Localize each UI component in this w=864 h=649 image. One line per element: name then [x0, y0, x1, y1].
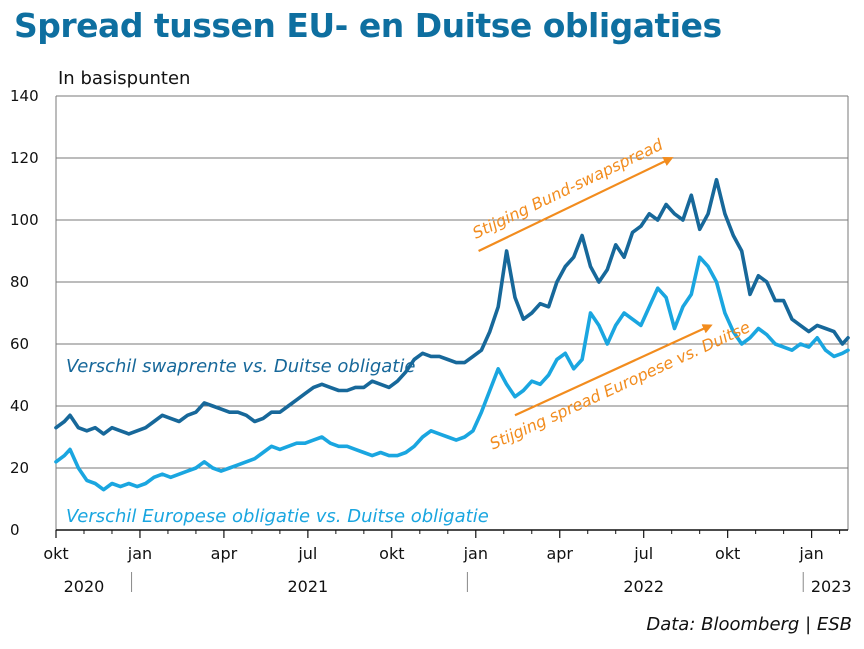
x-tick-label: okt: [379, 544, 404, 563]
series-label-europese-obligatie: Verschil Europese obligatie vs. Duitse o…: [66, 506, 489, 527]
year-label: 2022: [623, 577, 664, 596]
year-label: 2020: [64, 577, 105, 596]
series-group: [54, 177, 850, 492]
series-label-swaprente: Verschil swaprente vs. Duitse obligatie: [66, 356, 415, 377]
annotation-text-bund-swap: Stijging Bund-swapspread: [469, 135, 666, 243]
source-note: Data: Bloomberg | ESB: [646, 614, 852, 635]
y-tick-label: 20: [10, 459, 29, 477]
series-line-europese-obligatie: [54, 255, 850, 492]
x-tick-label: jan: [463, 544, 488, 563]
x-tick-label: okt: [43, 544, 68, 563]
x-tick-label: jul: [297, 544, 317, 563]
y-tick-label: 0: [10, 521, 20, 539]
axes: 0 20 40 60 80 100 120 140 okt jan apr jul okt jan apr j…: [10, 87, 852, 596]
y-axis-unit-label: In basispunten: [58, 68, 191, 89]
x-tick-label: apr: [546, 544, 573, 563]
x-tick-label: okt: [715, 544, 740, 563]
x-tick-label: jul: [633, 544, 653, 563]
x-tick-label: apr: [211, 544, 238, 563]
chart-title: Spread tussen EU- en Duitse obligaties: [14, 6, 722, 45]
annotation-arrow-europese: [514, 324, 713, 417]
x-tick-label: jan: [127, 544, 152, 563]
series-line-swaprente: [54, 177, 850, 436]
series-labels: Verschil swaprente vs. Duitse obligatie V…: [66, 356, 489, 527]
year-label: 2021: [288, 577, 329, 596]
y-tick-label: 80: [10, 273, 29, 291]
y-tick-label: 60: [10, 335, 29, 353]
y-tick-label: 100: [10, 211, 39, 229]
year-label: 2023: [811, 577, 852, 596]
y-tick-label: 40: [10, 397, 29, 415]
y-tick-label: 140: [10, 87, 39, 105]
y-tick-label: 120: [10, 149, 39, 167]
grid: [56, 95, 848, 469]
x-tick-label: jan: [798, 544, 823, 563]
annotation-arrow-bund-swap: [478, 156, 674, 252]
